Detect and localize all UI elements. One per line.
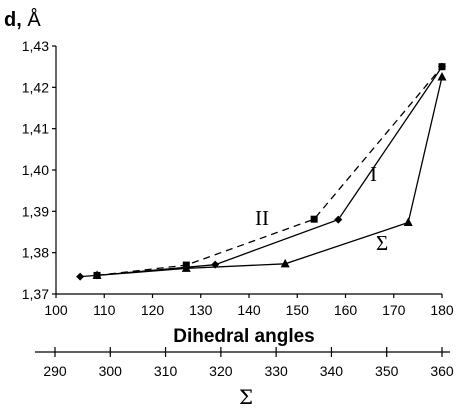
data-point-square <box>438 63 446 71</box>
secondary-x-tick-label: 290 <box>43 363 67 379</box>
x-tick-label: 150 <box>286 302 310 318</box>
annotation-I: I <box>370 162 377 186</box>
axes <box>52 45 443 298</box>
x-axis-title: Dihedral angles <box>173 326 315 347</box>
data-point-diamond <box>76 272 85 281</box>
y-tick-label: 1,37 <box>22 286 49 302</box>
secondary-x-axis <box>35 347 450 357</box>
data-point-triangle <box>437 72 447 81</box>
y-tick-label: 1,42 <box>22 79 49 95</box>
x-tick-label: 110 <box>93 302 116 318</box>
x-tick-label: 160 <box>334 302 358 318</box>
annotation-sigma: Σ <box>376 231 388 255</box>
series-line-3 <box>96 76 443 277</box>
data-point-triangle <box>92 270 102 279</box>
secondary-x-tick-label: 330 <box>264 363 288 379</box>
data-point-triangle <box>181 263 191 272</box>
x-tick-label: 140 <box>237 302 261 318</box>
series-1 <box>76 62 446 281</box>
data-point-square <box>310 215 318 223</box>
y-tick-labels: 1,37 1,38 1,39 1,40 1,41 1,42 1,43 <box>22 38 49 302</box>
y-axis-title-symbol: d, <box>4 9 22 31</box>
annotation-II: II <box>255 206 269 230</box>
secondary-x-axis-title: Σ <box>239 385 253 409</box>
series-annotations: I II Σ <box>255 162 388 255</box>
x-tick-label: 120 <box>141 302 165 318</box>
secondary-x-tick-label: 340 <box>320 363 344 379</box>
y-tick-label: 1,39 <box>22 203 49 219</box>
series-3 <box>92 72 447 279</box>
data-point-triangle <box>403 217 413 226</box>
secondary-x-tick-label: 300 <box>99 363 123 379</box>
x-tick-label: 170 <box>382 302 406 318</box>
y-axis-title: d, Å <box>4 8 41 31</box>
secondary-x-tick-label: 350 <box>375 363 399 379</box>
x-tick-label: 180 <box>430 302 454 318</box>
y-tick-label: 1,38 <box>22 245 49 261</box>
series-2 <box>93 63 446 279</box>
series <box>76 62 447 281</box>
x-tick-label: 100 <box>44 302 68 318</box>
secondary-x-tick-label: 360 <box>430 363 454 379</box>
data-point-diamond <box>334 215 343 224</box>
y-axis-title-unit: Å <box>27 8 41 31</box>
secondary-x-tick-labels: 290 300 310 320 330 340 350 360 <box>43 363 454 379</box>
x-tick-labels: 100 110 120 130 140 150 160 170 180 <box>44 302 454 318</box>
series-line-2 <box>96 66 443 277</box>
y-tick-label: 1,43 <box>22 38 49 54</box>
data-point-triangle <box>280 258 290 268</box>
x-tick-label: 130 <box>189 302 213 318</box>
y-tick-label: 1,40 <box>22 162 49 178</box>
svg-text:d, Å: d, Å <box>4 8 41 31</box>
y-tick-label: 1,41 <box>22 121 49 137</box>
secondary-x-tick-label: 310 <box>154 363 178 379</box>
secondary-x-tick-label: 320 <box>209 363 233 379</box>
